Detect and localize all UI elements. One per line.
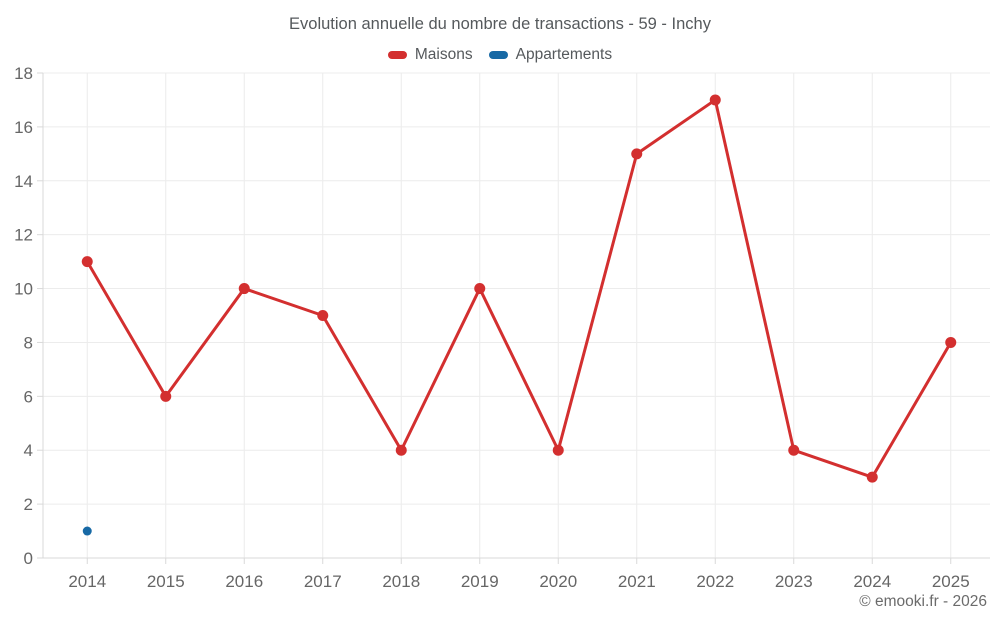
data-point-maisons — [238, 283, 250, 295]
data-point-maisons — [160, 390, 172, 402]
y-axis-label: 0 — [24, 549, 33, 568]
data-point-maisons — [552, 444, 564, 456]
y-axis-label: 14 — [14, 172, 33, 191]
y-axis-label: 12 — [14, 226, 33, 245]
data-point-maisons — [81, 256, 93, 268]
y-axis-label: 10 — [14, 280, 33, 299]
x-axis-label: 2022 — [696, 572, 734, 591]
legend-item-maisons[interactable]: Maisons — [387, 46, 473, 64]
x-axis-label: 2017 — [304, 572, 342, 591]
data-point-maisons — [788, 444, 800, 456]
data-point-maisons — [395, 444, 407, 456]
y-axis-label: 8 — [24, 333, 33, 352]
y-axis-label: 16 — [14, 118, 33, 137]
x-axis-label: 2019 — [461, 572, 499, 591]
y-axis-label: 6 — [24, 387, 33, 406]
data-point-maisons — [631, 148, 643, 160]
data-point-appartements — [82, 526, 92, 536]
x-axis-label: 2023 — [775, 572, 813, 591]
y-axis-label: 2 — [24, 495, 33, 514]
x-axis-label: 2021 — [618, 572, 656, 591]
data-point-maisons — [866, 471, 878, 483]
legend-label: Maisons — [414, 46, 473, 63]
legend-label: Appartements — [515, 46, 613, 63]
data-point-maisons — [317, 310, 329, 321]
legend-item-appartements[interactable]: Appartements — [488, 46, 613, 64]
data-point-maisons — [945, 336, 957, 348]
x-axis-label: 2015 — [147, 572, 185, 591]
x-axis-label: 2014 — [68, 572, 106, 591]
copyright-footer: © emooki.fr - 2026 — [859, 593, 987, 610]
chart-legend: Maisons Appartements — [0, 46, 1000, 64]
y-axis-label: 18 — [14, 64, 33, 83]
data-point-maisons — [709, 94, 721, 106]
x-axis-label: 2018 — [382, 572, 420, 591]
data-point-maisons — [474, 283, 486, 295]
chart-title: Evolution annuelle du nombre de transact… — [289, 15, 711, 33]
legend-swatch-appartements — [488, 51, 508, 59]
y-axis-label: 4 — [24, 441, 33, 460]
x-axis-label: 2025 — [932, 572, 970, 591]
x-axis-label: 2024 — [853, 572, 891, 591]
legend-swatch-maisons — [387, 51, 407, 59]
series-line-maisons — [85, 98, 953, 479]
x-axis-label: 2020 — [539, 572, 577, 591]
x-axis-label: 2016 — [225, 572, 263, 591]
